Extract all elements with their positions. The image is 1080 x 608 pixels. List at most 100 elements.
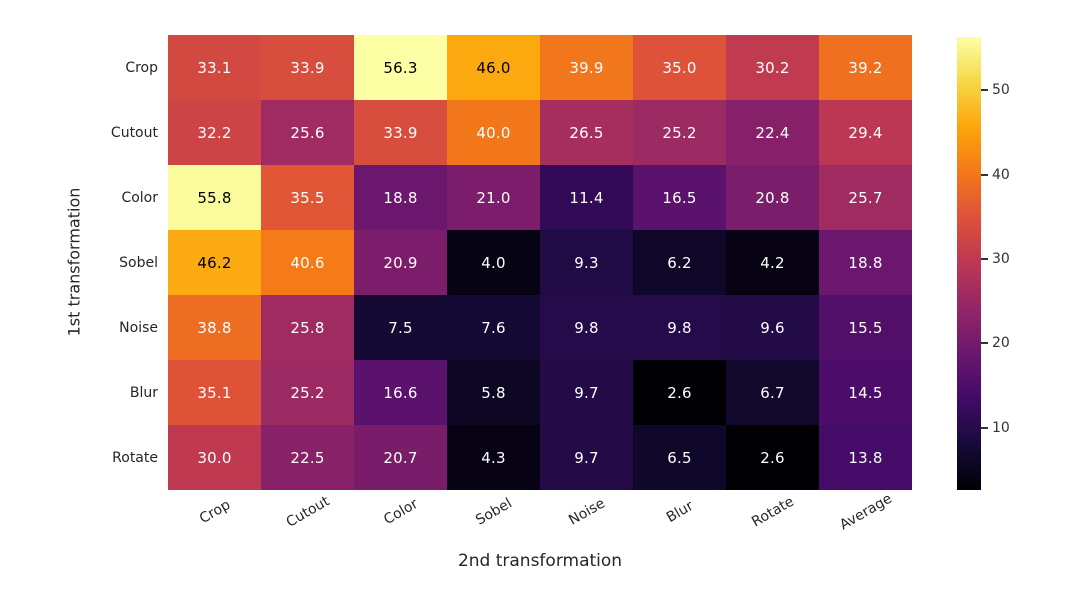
cell-value: 33.9 xyxy=(290,58,325,77)
heatmap-cell-crop-blur: 35.0 xyxy=(633,35,726,100)
heatmap-cell-crop-sobel: 46.0 xyxy=(447,35,540,100)
cell-value: 39.9 xyxy=(569,58,604,77)
heatmap-cell-crop-rotate: 30.2 xyxy=(726,35,819,100)
cell-value: 16.6 xyxy=(383,383,418,402)
heatmap-cell-color-noise: 11.4 xyxy=(540,165,633,230)
cell-value: 25.2 xyxy=(290,383,325,402)
x-tick-label-noise: Noise xyxy=(565,495,608,529)
heatmap-cell-crop-crop: 33.1 xyxy=(168,35,261,100)
cell-value: 22.5 xyxy=(290,448,325,467)
heatmap-cell-noise-blur: 9.8 xyxy=(633,295,726,360)
heatmap-cell-sobel-rotate: 4.2 xyxy=(726,230,819,295)
cell-value: 16.5 xyxy=(662,188,697,207)
heatmap-cell-color-blur: 16.5 xyxy=(633,165,726,230)
cell-value: 33.9 xyxy=(383,123,418,142)
colorbar xyxy=(957,37,981,490)
y-tick-label-rotate: Rotate xyxy=(112,449,158,466)
cell-value: 20.8 xyxy=(755,188,790,207)
y-tick-label-cutout: Cutout xyxy=(110,124,158,141)
heatmap-cell-blur-color: 16.6 xyxy=(354,360,447,425)
heatmap-cell-rotate-sobel: 4.3 xyxy=(447,425,540,490)
heatmap-cell-blur-sobel: 5.8 xyxy=(447,360,540,425)
heatmap-cell-sobel-blur: 6.2 xyxy=(633,230,726,295)
cell-value: 21.0 xyxy=(476,188,511,207)
x-tick-label-blur: Blur xyxy=(663,498,696,526)
heatmap-cell-sobel-sobel: 4.0 xyxy=(447,230,540,295)
x-tick-label-average: Average xyxy=(836,490,895,534)
heatmap-cell-blur-average: 14.5 xyxy=(819,360,912,425)
cell-value: 18.8 xyxy=(848,253,883,272)
cell-value: 39.2 xyxy=(848,58,883,77)
cell-value: 4.0 xyxy=(481,253,506,272)
cell-value: 25.2 xyxy=(662,123,697,142)
cell-value: 20.7 xyxy=(383,448,418,467)
cell-value: 9.8 xyxy=(667,318,692,337)
heatmap-cell-blur-noise: 9.7 xyxy=(540,360,633,425)
heatmap-cell-cutout-rotate: 22.4 xyxy=(726,100,819,165)
y-tick-label-blur: Blur xyxy=(129,384,158,401)
colorbar-tick-mark xyxy=(981,257,988,260)
heatmap-cell-color-sobel: 21.0 xyxy=(447,165,540,230)
heatmap-cell-cutout-color: 33.9 xyxy=(354,100,447,165)
y-tick-label-crop: Crop xyxy=(125,59,158,76)
heatmap-cell-rotate-crop: 30.0 xyxy=(168,425,261,490)
y-tick-label-noise: Noise xyxy=(119,319,158,336)
heatmap-cell-blur-blur: 2.6 xyxy=(633,360,726,425)
cell-value: 14.5 xyxy=(848,383,883,402)
y-tick-label-color: Color xyxy=(121,189,158,206)
cell-value: 9.7 xyxy=(574,383,599,402)
cell-value: 30.2 xyxy=(755,58,790,77)
cell-value: 6.5 xyxy=(667,448,692,467)
heatmap-cell-rotate-average: 13.8 xyxy=(819,425,912,490)
cell-value: 6.7 xyxy=(760,383,785,402)
heatmap-cell-rotate-blur: 6.5 xyxy=(633,425,726,490)
colorbar-tick-mark xyxy=(981,89,988,92)
cell-value: 5.8 xyxy=(481,383,506,402)
cell-value: 4.3 xyxy=(481,448,506,467)
heatmap-cell-noise-rotate: 9.6 xyxy=(726,295,819,360)
colorbar-tick-label-20: 20 xyxy=(992,335,1010,352)
heatmap-cell-crop-noise: 39.9 xyxy=(540,35,633,100)
cell-value: 11.4 xyxy=(569,188,604,207)
cell-value: 9.7 xyxy=(574,448,599,467)
cell-value: 7.5 xyxy=(388,318,413,337)
cell-value: 9.3 xyxy=(574,253,599,272)
heatmap-cell-rotate-cutout: 22.5 xyxy=(261,425,354,490)
heatmap-grid: 33.1 33.9 56.3 46.0 39.9 35.0 30.2 39.2 32.2 25.6… xyxy=(168,35,912,490)
cell-value: 18.8 xyxy=(383,188,418,207)
heatmap-cell-cutout-cutout: 25.6 xyxy=(261,100,354,165)
heatmap-cell-cutout-crop: 32.2 xyxy=(168,100,261,165)
x-axis-title: 2nd transformation xyxy=(457,551,623,571)
heatmap-cell-cutout-average: 29.4 xyxy=(819,100,912,165)
colorbar-tick-mark xyxy=(981,173,988,176)
cell-value: 9.6 xyxy=(760,318,785,337)
heatmap-cell-sobel-noise: 9.3 xyxy=(540,230,633,295)
heatmap-cell-blur-rotate: 6.7 xyxy=(726,360,819,425)
heatmap-cell-noise-average: 15.5 xyxy=(819,295,912,360)
cell-value: 13.8 xyxy=(848,448,883,467)
cell-value: 15.5 xyxy=(848,318,883,337)
y-axis-tick-labels: Crop Cutout Color Sobel Noise Blur Rotate xyxy=(0,35,158,490)
x-tick-label-crop: Crop xyxy=(196,496,233,528)
cell-value: 6.2 xyxy=(667,253,692,272)
cell-value: 25.8 xyxy=(290,318,325,337)
cell-value: 40.0 xyxy=(476,123,511,142)
heatmap-cell-crop-cutout: 33.9 xyxy=(261,35,354,100)
cell-value: 35.5 xyxy=(290,188,325,207)
heatmap-cell-noise-crop: 38.8 xyxy=(168,295,261,360)
cell-value: 30.0 xyxy=(197,448,232,467)
colorbar-tick-label-50: 50 xyxy=(992,82,1010,99)
cell-value: 46.0 xyxy=(476,58,511,77)
heatmap-cell-sobel-average: 18.8 xyxy=(819,230,912,295)
heatmap-cell-rotate-noise: 9.7 xyxy=(540,425,633,490)
heatmap-cell-color-cutout: 35.5 xyxy=(261,165,354,230)
heatmap-cell-noise-cutout: 25.8 xyxy=(261,295,354,360)
cell-value: 9.8 xyxy=(574,318,599,337)
y-tick-label-sobel: Sobel xyxy=(119,254,158,271)
heatmap-cell-crop-color: 56.3 xyxy=(354,35,447,100)
x-tick-label-color: Color xyxy=(380,495,421,529)
cell-value: 35.1 xyxy=(197,383,232,402)
heatmap-cell-color-average: 25.7 xyxy=(819,165,912,230)
cell-value: 26.5 xyxy=(569,123,604,142)
